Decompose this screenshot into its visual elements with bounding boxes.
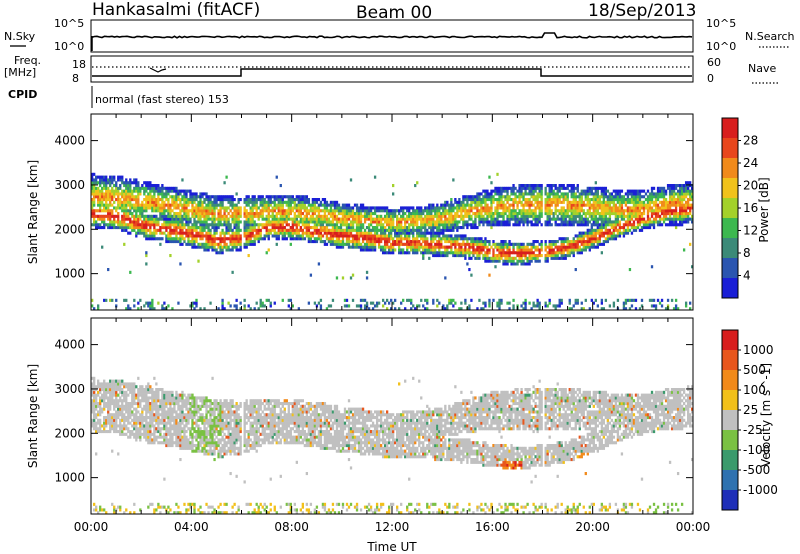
beam-title: Beam 00 (356, 3, 432, 23)
station-title: Hankasalmi (fitACF) (92, 0, 260, 20)
colorbar-segment (722, 410, 738, 431)
freq-trace (92, 68, 692, 77)
power-panel: 1000 2000 3000 4000 Slant Range [km] (26, 113, 694, 311)
colorbar-tick-label: -500 (743, 463, 770, 477)
x-tick-label: 12:00 (375, 520, 410, 534)
colorbar-segment (722, 278, 738, 299)
power-cbar-label: Power [dB] (757, 177, 771, 242)
colorbar-segment (722, 118, 738, 139)
colorbar-segment (722, 430, 738, 451)
cpid-label: CPID (8, 88, 37, 101)
y-tick-label: 3000 (54, 178, 85, 192)
nave-blip (149, 67, 167, 73)
nave-tick-bottom: 0 (707, 72, 714, 85)
colorbar-tick-label: 4 (743, 269, 751, 283)
colorbar-tick-label: 8 (743, 246, 751, 260)
y-tick-label: 1000 (54, 471, 85, 485)
y-tick-label: 4000 (54, 134, 85, 148)
colorbar-segment (722, 138, 738, 159)
nave-label: Nave (748, 62, 776, 75)
colorbar-segment (722, 350, 738, 371)
colorbar-tick-label: 25 (743, 403, 758, 417)
y-tick-label: 2000 (54, 426, 85, 440)
colorbar-tick-label: 20 (743, 179, 758, 193)
colorbar-segment (722, 178, 738, 199)
nsky-label: N.Sky (4, 30, 36, 43)
colorbar-segment (722, 198, 738, 219)
colorbar-tick-label: 12 (743, 224, 758, 238)
x-tick-label: 08:00 (274, 520, 309, 534)
freq-unit: [MHz] (4, 66, 36, 79)
colorbar-tick-label: 24 (743, 156, 758, 170)
velocity-cbar-label: Velocity [m s^-1] (759, 363, 773, 467)
velocity-cells (91, 376, 694, 515)
colorbar-segment (722, 490, 738, 511)
nsky-trace (91, 32, 693, 39)
freq-tick-top: 18 (72, 58, 86, 71)
colorbar-segment (722, 218, 738, 239)
colorbar-segment (722, 238, 738, 259)
colorbar-tick-label: 16 (743, 201, 758, 215)
power-x-ticks (90, 114, 694, 310)
nsearch-tick-top: 10^5 (706, 17, 736, 30)
nsky-tick-top: 10^5 (54, 17, 84, 30)
velocity-x-ticks: 00:00 04:00 08:00 12:00 16:00 20:00 00:00 (74, 318, 711, 534)
freq-label: Freq. (14, 54, 41, 67)
power-y-ticks: 1000 2000 3000 4000 (54, 134, 693, 281)
colorbar-segment (722, 390, 738, 411)
power-cells (91, 172, 694, 311)
colorbar-tick-label: 100 (743, 383, 766, 397)
colorbar-segment (722, 470, 738, 491)
colorbar-segment (722, 330, 738, 351)
cpid-text: normal (fast stereo) 153 (95, 93, 229, 106)
nsky-tick-bottom: 10^0 (54, 40, 84, 53)
colorbar-segment (722, 370, 738, 391)
x-tick-label: 20:00 (575, 520, 610, 534)
nave-tick-top: 60 (707, 56, 721, 69)
nsearch-tick-bottom: 10^0 (706, 40, 736, 53)
colorbar-segment (722, 258, 738, 279)
x-tick-label: 00:00 (74, 520, 109, 534)
colorbar-tick-label: -25 (743, 423, 763, 437)
velocity-colorbar: 1000 500 100 25 -25 -100 -500 -1000 Velocity [m… (721, 329, 778, 511)
y-tick-label: 4000 (54, 338, 85, 352)
nsearch-label: N.Search (745, 30, 795, 43)
nsky-panel: N.Sky 10^5 10^0 10^5 10^0 N.Search (4, 17, 795, 53)
power-colorbar: 4 8 12 16 20 24 28 Power [dB] (721, 117, 771, 299)
x-tick-label: 00:00 (676, 520, 711, 534)
colorbar-tick-label: -100 (743, 443, 770, 457)
y-tick-label: 3000 (54, 382, 85, 396)
power-ylabel: Slant Range [km] (26, 160, 40, 264)
colorbar-tick-label: 500 (743, 363, 766, 377)
y-tick-label: 2000 (54, 222, 85, 236)
colorbar-tick-label: 1000 (743, 343, 774, 357)
x-tick-label: 04:00 (174, 520, 209, 534)
y-tick-label: 1000 (54, 267, 85, 281)
colorbar-tick-label: -1000 (743, 483, 778, 497)
x-tick-label: 16:00 (475, 520, 510, 534)
freq-tick-bottom: 8 (72, 72, 79, 85)
colorbar-segment (722, 158, 738, 179)
date-title: 18/Sep/2013 (588, 1, 696, 21)
colorbar-tick-label: 28 (743, 134, 758, 148)
velocity-panel: 1000 2000 3000 4000 00:00 04:00 08:00 12:00 16:… (26, 317, 711, 554)
freq-panel: Freq. [MHz] 18 8 60 0 Nave CPID normal (… (4, 54, 778, 108)
velocity-y-ticks: 1000 2000 3000 4000 (54, 338, 693, 485)
velocity-ylabel: Slant Range [km] (26, 364, 40, 468)
colorbar-segment (722, 450, 738, 471)
time-axis-label: Time UT (366, 540, 417, 554)
